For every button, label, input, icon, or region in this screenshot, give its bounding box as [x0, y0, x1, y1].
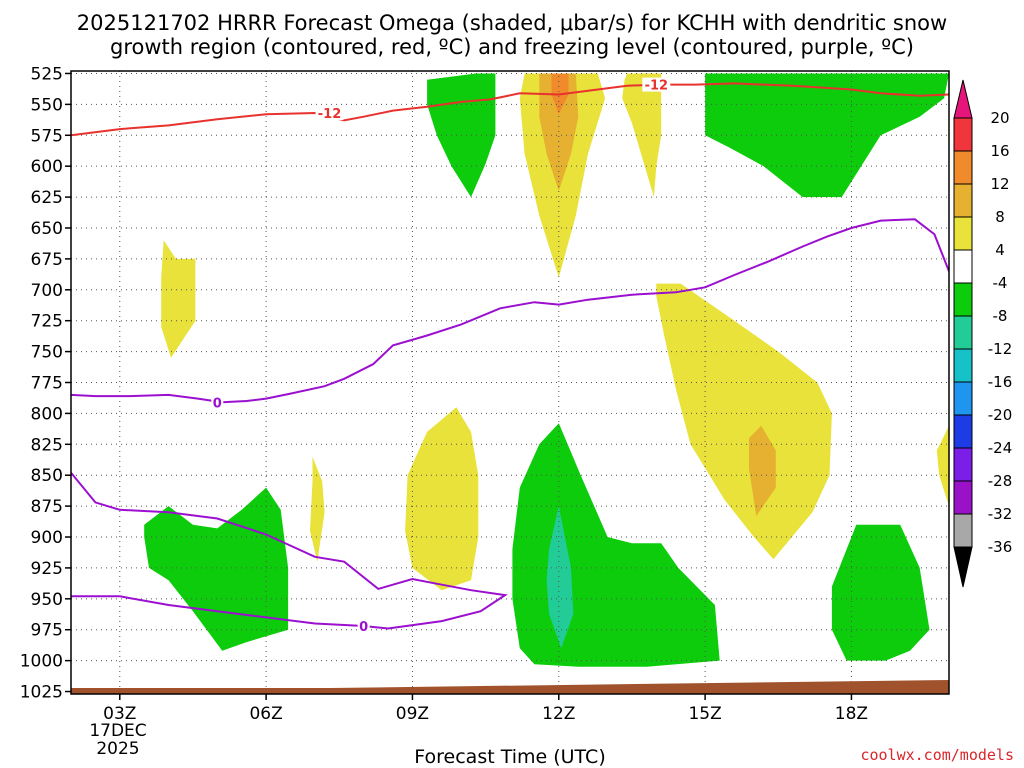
- x-tick-label: 06Z: [249, 704, 282, 724]
- y-tick-label: 850: [31, 466, 63, 486]
- x-tick-label: 03Z: [103, 704, 136, 724]
- y-tick-label: 875: [31, 497, 63, 517]
- x-axis-label: Forecast Time (UTC): [414, 746, 605, 768]
- colorbar-label: -8: [993, 307, 1008, 325]
- freezing-contour-label-lower: 0: [359, 620, 368, 635]
- y-tick-label: 725: [31, 312, 63, 332]
- omega-region-green-04z-06z: [144, 487, 289, 651]
- omega-region-yellow-04z: [161, 240, 196, 358]
- date-label-day: 17DEC: [89, 721, 146, 741]
- omega-region-yellow-07z: [310, 456, 325, 562]
- freezing-contour-label-upper: 0: [213, 396, 222, 411]
- colorbar-label: 16: [990, 142, 1009, 160]
- y-tick-label: 775: [31, 374, 63, 394]
- colorbar-swatch: [953, 480, 973, 515]
- x-tick-label: 09Z: [396, 704, 429, 724]
- freezing-contour-label-upper-bg: [211, 395, 224, 410]
- y-tick-label: 825: [31, 435, 63, 455]
- colorbar-label: 20: [990, 109, 1009, 127]
- y-tick-label: 650: [31, 219, 63, 239]
- colorbar: 20 16 12 8 4 -4 -8 -12 -16 -20 -24 -28 -32 -36: [953, 79, 1013, 588]
- date-label-year: 2025: [96, 739, 139, 759]
- colorbar-swatch: [953, 414, 973, 449]
- omega-region-green-18z: [831, 524, 930, 661]
- colorbar-label: 8: [995, 208, 1005, 226]
- y-tick-label: 550: [31, 95, 63, 115]
- omega-region-teal-12z: [546, 506, 574, 649]
- colorbar-swatch: [953, 150, 973, 185]
- x-tick-label: 12Z: [542, 704, 575, 724]
- colorbar-swatch: [953, 183, 973, 218]
- colorbar-swatch: [953, 381, 973, 416]
- colorbar-label: -16: [988, 373, 1013, 391]
- omega-region-yellow-16z: [656, 283, 832, 560]
- freezing-level-line-2: [71, 472, 508, 630]
- colorbar-label: -4: [993, 274, 1008, 292]
- y-tick-label: 700: [31, 281, 63, 301]
- colorbar-swatch: [953, 216, 973, 251]
- y-tick-label: 750: [31, 343, 63, 363]
- colorbar-swatch: [953, 249, 973, 284]
- y-tick-label: 800: [31, 404, 63, 424]
- freezing-contour-label-lower-bg: [357, 619, 370, 634]
- colorbar-label: -28: [988, 472, 1013, 490]
- colorbar-label: 12: [990, 175, 1009, 193]
- colorbar-label: -20: [988, 406, 1013, 424]
- dgz-contour-label-left-bg: [315, 106, 344, 121]
- colorbar-min-arrow: [953, 546, 973, 588]
- dgz-contour-label-left: -12: [318, 107, 342, 122]
- colorbar-label: 4: [995, 241, 1005, 259]
- chart-title-line-1: 2025121702 HRRR Forecast Omega (shaded, …: [77, 11, 947, 35]
- y-tick-label: 600: [31, 157, 63, 177]
- y-tick-label: 1025: [20, 683, 63, 703]
- y-axis: 525 550 575 600 625 650 675 700 725 750 775 800 825 8…: [20, 64, 71, 703]
- plot-area: [71, 71, 949, 694]
- colorbar-label: -24: [988, 439, 1013, 457]
- y-tick-label: 975: [31, 621, 63, 641]
- dgz-contour-label-right-bg: [642, 77, 671, 92]
- contour-labels: -12 -12 0 0: [211, 77, 671, 635]
- ground-surface-rise: [330, 680, 949, 694]
- colorbar-label: -32: [988, 505, 1013, 523]
- omega-region-yellow-09z: [405, 407, 479, 591]
- y-tick-label: 1000: [20, 652, 63, 672]
- y-tick-label: 625: [31, 188, 63, 208]
- colorbar-label: -12: [988, 340, 1013, 358]
- omega-region-yellow-right-edge: [936, 425, 949, 507]
- y-tick-label: 950: [31, 590, 63, 610]
- dgz-contour-label-right: -12: [645, 79, 669, 94]
- colorbar-swatch: [953, 282, 973, 317]
- omega-region-orange-top-12z: [539, 73, 579, 191]
- colorbar-swatch: [953, 348, 973, 383]
- colorbar-swatch: [953, 447, 973, 482]
- y-tick-label: 675: [31, 250, 63, 270]
- chart-title-line-2: growth region (contoured, red, ºC) and f…: [110, 35, 914, 59]
- y-tick-label: 925: [31, 559, 63, 579]
- credit-text: coolwx.com/models: [860, 746, 1014, 764]
- dgz-contour-line: [71, 82, 949, 137]
- y-tick-label: 575: [31, 126, 63, 146]
- y-tick-label: 525: [31, 64, 63, 84]
- y-tick-label: 900: [31, 528, 63, 548]
- colorbar-swatch: [953, 315, 973, 350]
- x-tick-label: 15Z: [688, 704, 721, 724]
- colorbar-label: -36: [988, 538, 1013, 556]
- x-axis: 03Z 06Z 09Z 12Z 15Z 18Z: [103, 694, 868, 724]
- omega-region-orange-16z: [749, 425, 776, 516]
- x-tick-label: 18Z: [835, 704, 868, 724]
- colorbar-swatch: [953, 117, 973, 152]
- colorbar-swatch: [953, 513, 973, 548]
